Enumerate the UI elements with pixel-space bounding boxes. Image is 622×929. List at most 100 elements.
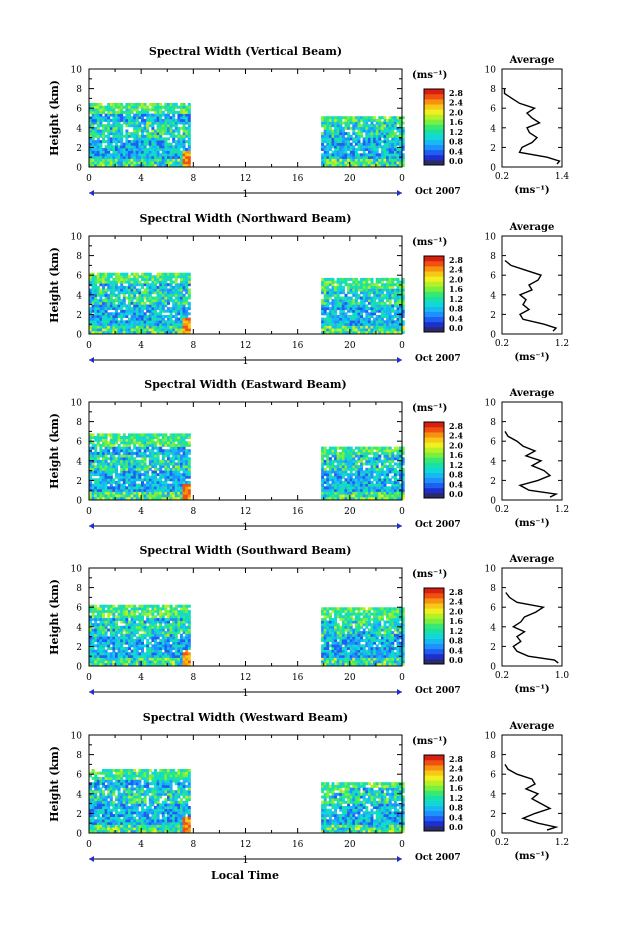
heatmap-cell (151, 478, 155, 482)
heatmap-cell (91, 285, 95, 289)
heatmap-cell (401, 145, 405, 149)
heatmap-cell (91, 467, 95, 471)
heatmap-cell (388, 277, 392, 281)
colorbar-swatch (424, 447, 444, 453)
heatmap-cell (115, 134, 118, 138)
heatmap-cell (341, 473, 345, 477)
heatmap-cell (399, 457, 403, 461)
heatmap-cell (326, 121, 330, 125)
heatmap-cell (172, 291, 176, 295)
heatmap-cell (341, 496, 345, 500)
heatmap-cell (182, 304, 186, 308)
heatmap-cell (367, 293, 371, 297)
heatmap-cell (122, 272, 126, 276)
heatmap-cell (388, 317, 392, 321)
colorbar-swatch (424, 119, 444, 125)
heatmap-cell (117, 481, 121, 484)
heatmap-cell (138, 446, 142, 450)
heatmap-cell (102, 299, 105, 303)
heatmap-cell (109, 330, 113, 334)
heatmap-cell (352, 481, 356, 484)
heatmap-cell (89, 641, 92, 645)
heatmap-cell (380, 322, 384, 326)
heatmap-cell (169, 457, 173, 461)
heatmap-cell (89, 137, 92, 141)
heatmap-cell (115, 465, 118, 469)
heatmap-cell (328, 325, 332, 329)
heatmap-cell (91, 163, 95, 167)
heatmap-cell (107, 161, 111, 165)
heatmap-cell (182, 307, 186, 311)
heatmap-cell (357, 124, 361, 128)
heatmap-cell (89, 108, 92, 112)
heatmap-cell (334, 285, 338, 289)
heatmap-cell (378, 470, 382, 474)
average-title: Average (509, 55, 555, 66)
heatmap-cell (130, 328, 134, 332)
heatmap-cell (156, 153, 160, 157)
heatmap-cell (141, 291, 144, 295)
heatmap-cell (117, 459, 121, 463)
heatmap-cell (102, 272, 105, 276)
heatmap-cell (154, 280, 157, 284)
heatmap-cell (367, 467, 371, 471)
heatmap-cell (393, 116, 397, 120)
heatmap-cell (112, 307, 116, 311)
heatmap-cell (347, 163, 351, 167)
heatmap-cell (115, 161, 118, 165)
avg-y-tick-label: 2 (490, 477, 496, 487)
heatmap-cell (146, 470, 150, 474)
heatmap-cell (102, 293, 105, 297)
heatmap-cell (112, 615, 116, 619)
heatmap-cell (138, 161, 142, 165)
heatmap-cell (388, 296, 392, 300)
heatmap-cell (151, 140, 155, 144)
heatmap-cell (172, 451, 176, 455)
heatmap-cell (362, 118, 366, 122)
heatmap-cell (172, 299, 176, 303)
heatmap-cell (352, 145, 356, 149)
heatmap-cell (182, 481, 186, 484)
heatmap-cell (334, 488, 338, 492)
heatmap-cell (339, 307, 343, 311)
colorbar-tick-label: 0.8 (449, 137, 463, 147)
heatmap-cell (164, 465, 168, 469)
heatmap-cell (143, 304, 147, 308)
heatmap-cell (159, 158, 163, 162)
heatmap-cell (122, 660, 126, 664)
heatmap-cell (154, 459, 157, 463)
heatmap-cell (365, 153, 369, 157)
heatmap-cell (386, 330, 390, 334)
heatmap-cell (383, 132, 387, 136)
heatmap-cell (164, 275, 168, 279)
heatmap-cell (125, 467, 129, 471)
heatmap-cell (185, 325, 189, 329)
heatmap-cell (151, 491, 155, 495)
heatmap-cell (391, 283, 395, 287)
heatmap-cell (388, 446, 392, 450)
heatmap-cell (354, 132, 358, 136)
heatmap-cell (328, 473, 332, 477)
heatmap-cell (357, 126, 361, 130)
heatmap-cell (174, 307, 178, 311)
heatmap-cell (354, 454, 358, 458)
heatmap-cell (336, 161, 340, 165)
heatmap-cell (94, 454, 98, 458)
heatmap-cell (107, 615, 111, 619)
heatmap-cell (156, 110, 160, 114)
heatmap-cell (370, 124, 374, 128)
heatmap-cell (167, 309, 170, 313)
heatmap-cell (378, 288, 382, 292)
heatmap-cell (383, 478, 387, 482)
heatmap-cell (396, 307, 400, 311)
heatmap-cell (151, 155, 155, 159)
heatmap-cell (180, 155, 183, 159)
heatmap-cell (154, 145, 157, 149)
heatmap-cell (89, 277, 92, 281)
heatmap-cell (104, 631, 108, 635)
heatmap-cell (352, 304, 356, 308)
heatmap-cell (122, 441, 126, 445)
heatmap-cell (349, 304, 353, 308)
heatmap-cell (143, 433, 147, 437)
heatmap-cell (107, 330, 111, 334)
